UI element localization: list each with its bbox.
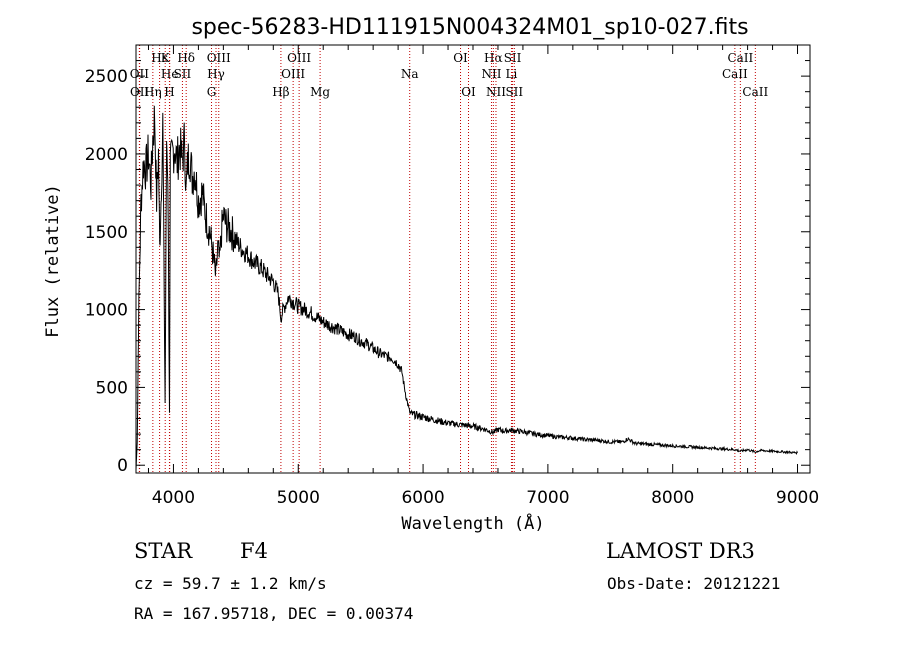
x-tick-label: 7000 [526, 488, 569, 508]
x-tick-label: 5000 [277, 488, 320, 508]
line-label-21: NII [486, 85, 506, 99]
line-label-20: NII [481, 67, 501, 81]
y-tick-label: 0 [117, 456, 128, 476]
coordinates: RA = 167.95718, DEC = 0.00374 [134, 604, 414, 623]
object-class: STAR [134, 539, 193, 563]
line-label-3: OIII [207, 51, 231, 65]
line-label-25: CaII [727, 51, 753, 65]
x-axis-label: Wavelength (Å) [401, 512, 544, 534]
observation-date: Obs-Date: 20121221 [607, 574, 781, 593]
line-label-27: CaII [742, 85, 768, 99]
y-axis-label: Flux (relative) [43, 184, 63, 338]
line-label-15: Mg [310, 85, 330, 99]
chart-title: spec-56283-HD111915N004324M01_sp10-027.f… [191, 15, 748, 40]
redshift-cz: cz = 59.7 ± 1.2 km/s [134, 574, 327, 593]
line-label-17: OI [453, 51, 468, 65]
line-label-10: Hη [144, 85, 162, 99]
y-tick-label: 500 [96, 378, 128, 398]
line-label-13: Hβ [272, 85, 289, 99]
line-label-12: G [207, 85, 217, 99]
x-tick-label: 9000 [776, 488, 819, 508]
line-label-7: Hγ [207, 67, 225, 81]
x-tick-label: 8000 [651, 488, 694, 508]
x-tick-label: 6000 [401, 488, 444, 508]
line-label-24: SII [505, 85, 523, 99]
spectrum-chart: spec-56283-HD111915N004324M01_sp10-027.f… [43, 15, 819, 534]
line-label-4: OII [130, 67, 150, 81]
line-label-19: Hα [484, 51, 503, 65]
x-tick-label: 4000 [152, 488, 195, 508]
line-label-0: Hε [151, 51, 168, 65]
y-tick-label: 2000 [85, 145, 128, 165]
line-label-6: SII [174, 67, 192, 81]
line-label-18: OI [461, 85, 476, 99]
y-tick-label: 1000 [85, 301, 128, 321]
survey-name: LAMOST DR3 [606, 539, 755, 563]
line-label-16: Na [401, 67, 419, 81]
line-label-26: CaII [722, 67, 748, 81]
line-label-23: Li [506, 67, 518, 81]
line-label-2: Hδ [177, 51, 195, 65]
line-label-22: SII [504, 51, 522, 65]
line-label-1: K [161, 51, 171, 65]
line-label-8: OIII [281, 67, 305, 81]
line-label-5: He [161, 67, 179, 81]
axis-ticks: 4000 5000 6000 7000 8000 9000 0 500 1000 1500 2000… [85, 45, 819, 508]
spectrum-series-line [135, 105, 798, 470]
plot-frame [135, 44, 811, 474]
object-subclass: F4 [240, 539, 268, 563]
y-tick-label: 2500 [85, 67, 128, 87]
line-label-11: H [164, 85, 174, 99]
y-tick-label: 1500 [85, 223, 128, 243]
line-label-14: OIII [287, 51, 311, 65]
